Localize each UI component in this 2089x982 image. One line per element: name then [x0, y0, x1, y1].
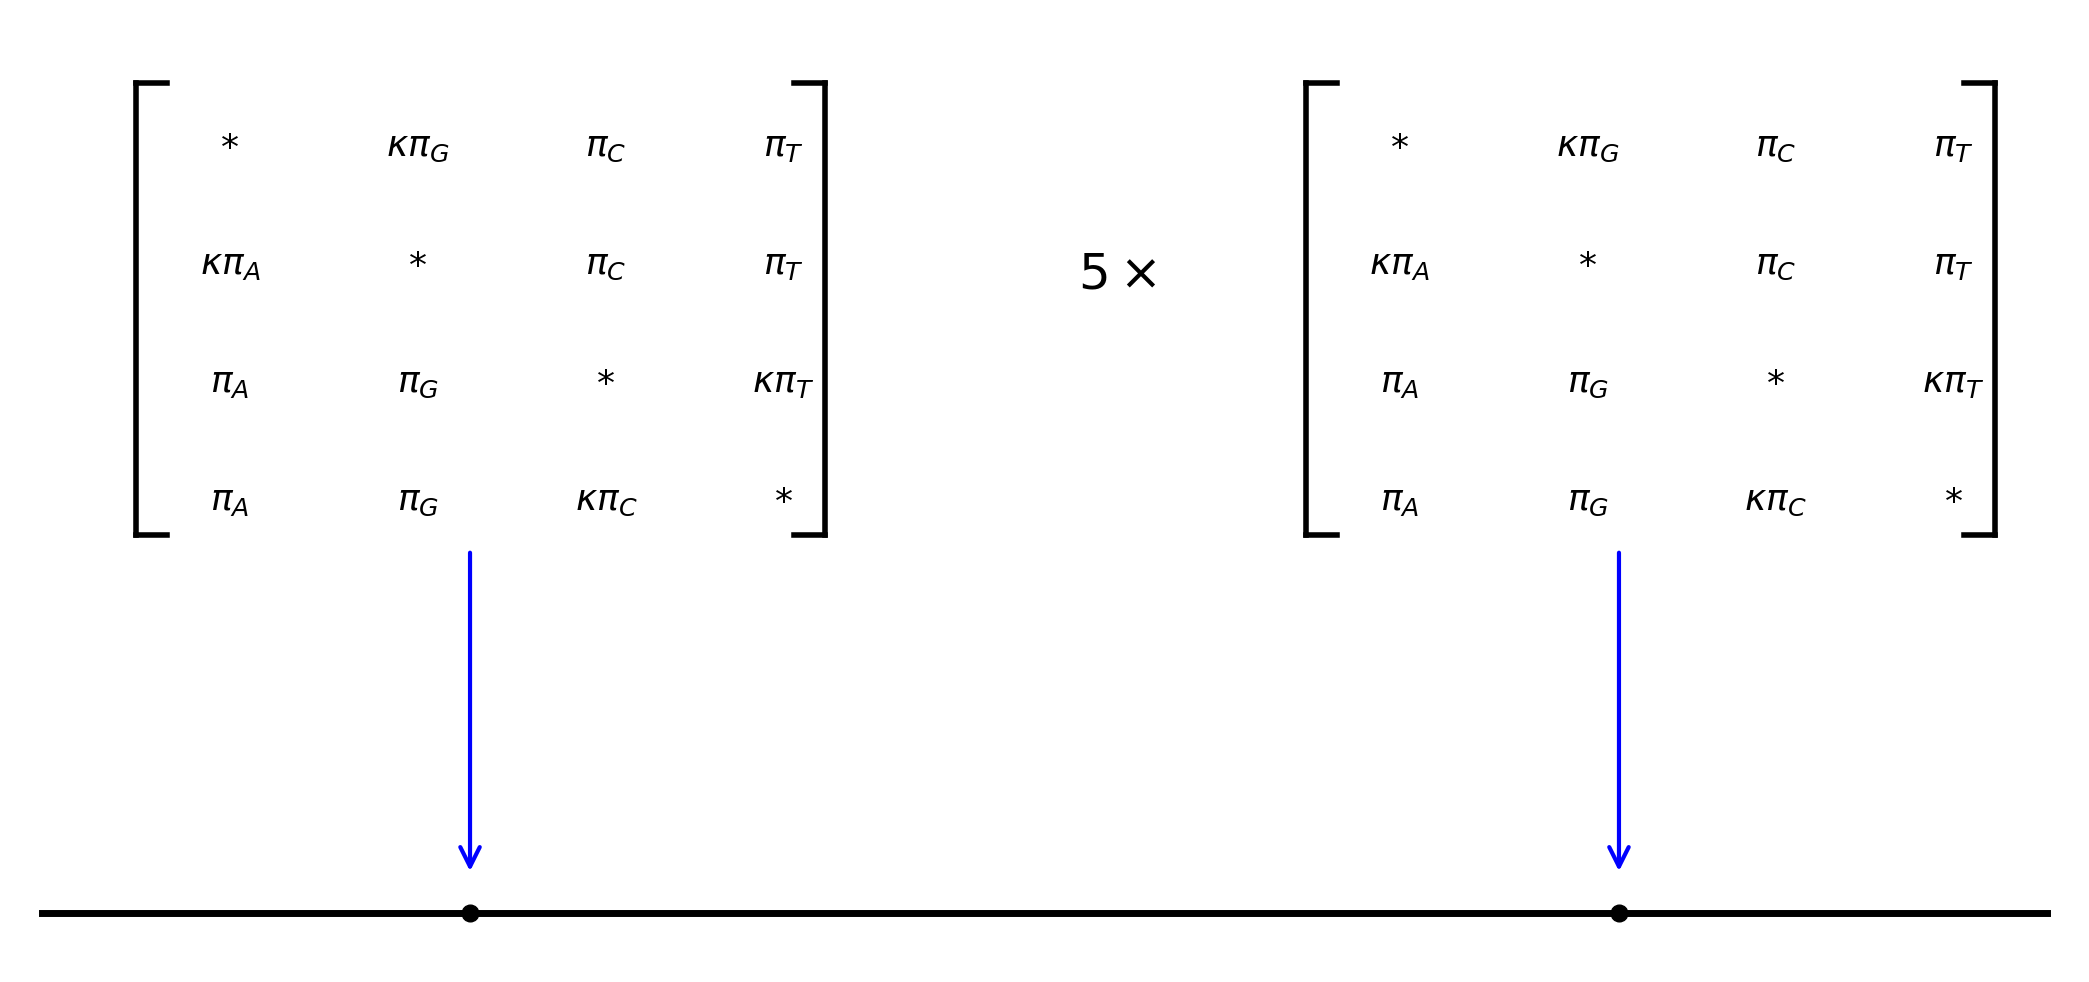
Text: $*$: $*$ — [1765, 366, 1786, 400]
Text: $\pi_G$: $\pi_G$ — [1567, 366, 1609, 400]
Text: $\pi_C$: $\pi_C$ — [585, 248, 627, 282]
Text: $\pi_A$: $\pi_A$ — [1381, 484, 1418, 518]
Text: $\kappa\pi_A$: $\kappa\pi_A$ — [1370, 248, 1429, 282]
Text: $\kappa\pi_A$: $\kappa\pi_A$ — [201, 248, 259, 282]
Text: $\pi_T$: $\pi_T$ — [762, 131, 804, 164]
Text: $\pi_T$: $\pi_T$ — [1932, 131, 1974, 164]
Text: $\kappa\pi_G$: $\kappa\pi_G$ — [386, 131, 449, 164]
Text: $*$: $*$ — [1943, 484, 1964, 518]
Text: $\pi_C$: $\pi_C$ — [585, 131, 627, 164]
Text: $*$: $*$ — [773, 484, 794, 518]
Text: $\pi_A$: $\pi_A$ — [1381, 366, 1418, 400]
Text: $\kappa\pi_C$: $\kappa\pi_C$ — [1744, 484, 1807, 518]
Text: $\pi_C$: $\pi_C$ — [1755, 131, 1797, 164]
Text: $*$: $*$ — [1577, 248, 1598, 282]
Text: $\pi_A$: $\pi_A$ — [211, 484, 249, 518]
Text: $\kappa\pi_G$: $\kappa\pi_G$ — [1556, 131, 1619, 164]
Text: $\pi_T$: $\pi_T$ — [762, 248, 804, 282]
Text: $\kappa\pi_T$: $\kappa\pi_T$ — [752, 366, 815, 400]
Text: $*$: $*$ — [407, 248, 428, 282]
Text: $*$: $*$ — [1389, 131, 1410, 164]
Text: $\kappa\pi_C$: $\kappa\pi_C$ — [574, 484, 637, 518]
Text: $*$: $*$ — [595, 366, 616, 400]
Text: $\pi_C$: $\pi_C$ — [1755, 248, 1797, 282]
Text: $\pi_G$: $\pi_G$ — [1567, 484, 1609, 518]
Text: $5\times$: $5\times$ — [1078, 250, 1157, 300]
Text: $\pi_A$: $\pi_A$ — [211, 366, 249, 400]
Text: $\kappa\pi_T$: $\kappa\pi_T$ — [1922, 366, 1985, 400]
Text: $*$: $*$ — [219, 131, 240, 164]
Text: $\pi_T$: $\pi_T$ — [1932, 248, 1974, 282]
Text: $\pi_G$: $\pi_G$ — [397, 366, 439, 400]
Text: $\pi_G$: $\pi_G$ — [397, 484, 439, 518]
